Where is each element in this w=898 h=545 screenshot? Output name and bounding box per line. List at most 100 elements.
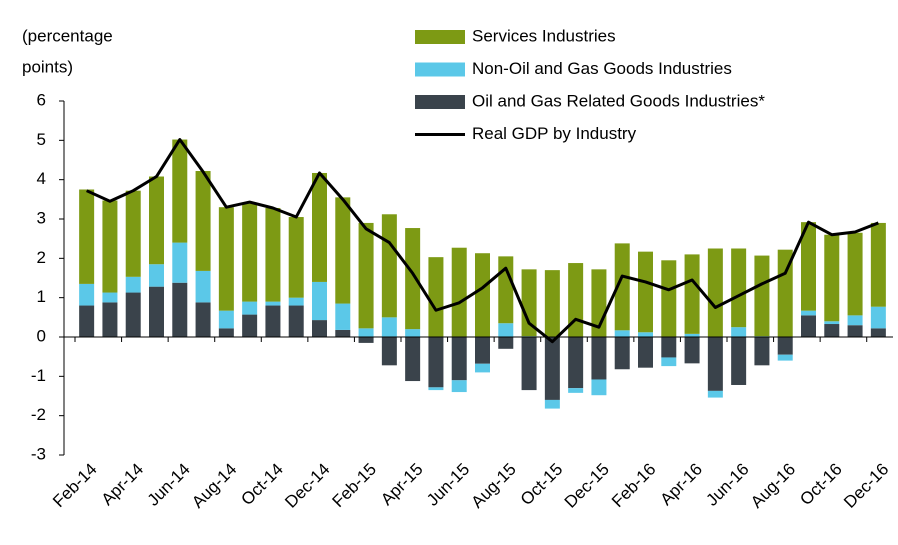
y-tick-label: -3 [31,444,46,463]
bar [172,282,188,337]
bar [102,292,118,303]
y-tick-label: -2 [31,405,46,424]
bar [684,333,700,337]
bar [544,337,560,400]
bar [661,260,677,337]
bar [451,380,467,393]
y-axis-label: points) [22,57,73,76]
bar [79,305,95,337]
bar [777,354,793,361]
bar [661,357,677,367]
bar [218,328,234,337]
legend-label: Services Industries [472,26,616,45]
bar [777,249,793,337]
x-tick-label: Oct-15 [517,460,567,510]
bar [195,270,211,303]
bar [801,315,816,337]
bar [870,306,886,329]
bar [428,337,444,388]
bar [195,171,211,271]
bar [428,387,444,391]
bar [568,388,584,393]
bar [405,228,421,330]
bar [451,247,467,337]
bar [381,214,397,318]
bar [614,243,630,331]
bar [405,337,421,382]
bar [638,251,653,333]
bar [754,337,770,366]
bar [79,189,95,284]
bar [381,317,397,337]
bar [218,207,234,311]
bar [614,330,630,337]
bar [428,257,444,337]
bar [870,222,886,307]
bar [847,325,863,337]
bar [172,242,188,283]
y-tick-label: 0 [37,326,46,345]
bar [172,139,188,243]
bar [405,329,421,337]
x-tick-label: Feb-16 [608,460,660,512]
x-tick-label: Apr-15 [377,460,427,510]
bar [521,337,537,391]
bar [824,234,840,322]
bar [312,320,327,337]
bar [731,337,747,385]
x-tick-label: Dec-16 [840,460,892,512]
bar [777,337,793,355]
bar [498,256,514,324]
bar [288,305,304,337]
x-tick-label: Jun-15 [423,460,473,510]
bar [218,310,234,329]
bar [125,190,141,277]
bar [684,254,700,334]
y-tick-label: 3 [37,208,46,227]
y-tick-label: -1 [31,366,46,385]
bar [335,303,351,330]
y-tick-label: 4 [37,169,46,188]
bar [707,337,723,391]
legend-label: Oil and Gas Related Goods Industries* [472,91,765,110]
x-tick-label: Aug-14 [188,460,240,512]
bar [475,253,490,337]
bar [195,302,211,337]
bar [521,269,537,337]
bar [707,248,723,337]
y-tick-label: 6 [37,90,46,109]
bar [568,337,584,389]
x-tick-label: Oct-16 [796,460,846,510]
x-tick-label: Feb-14 [49,460,101,512]
bar [847,315,863,326]
bar [125,292,141,337]
gdp-line [86,138,879,344]
bar [475,337,490,364]
x-tick-label: Oct-14 [237,460,287,510]
x-tick-label: Dec-14 [281,460,333,512]
bar [358,222,374,329]
bar [265,207,281,302]
bar [149,176,164,265]
bar [847,232,863,316]
bar [102,302,118,337]
legend-swatch [415,30,465,44]
bar [498,323,514,337]
bar [335,329,351,337]
bar [288,297,304,306]
y-tick-label: 1 [37,287,46,306]
bar [824,324,840,337]
y-tick-label: 5 [37,130,46,149]
legend-label: Real GDP by Industry [472,124,637,143]
bar [312,281,327,321]
bar [824,321,840,325]
legend-swatch [415,62,465,77]
x-tick-label: Jun-14 [144,460,194,510]
bar [801,310,816,316]
x-tick-label: Aug-15 [468,460,520,512]
bar [451,337,467,381]
y-tick-label: 2 [37,248,46,267]
bar [731,327,747,337]
x-tick-label: Jun-16 [702,460,752,510]
bar [475,363,490,373]
